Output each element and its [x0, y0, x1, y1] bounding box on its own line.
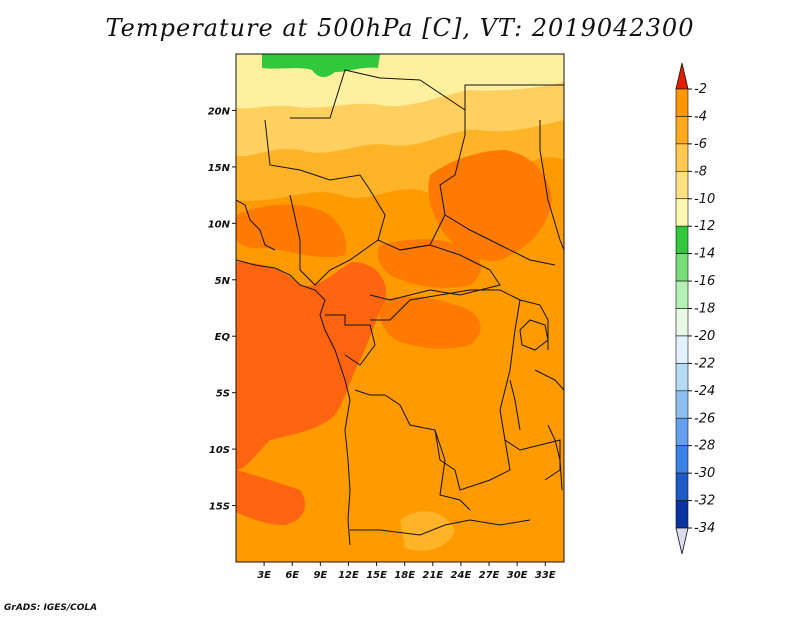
- border-tanzania: [534, 369, 564, 391]
- lat-tick-label: 10N: [208, 219, 231, 230]
- colorbar: -2 -4 -6 -8 -10 -12 -14 -16 -18 -20 -22 -24 -26 -28 -3…: [675, 62, 715, 555]
- lon-tick-label: 21E: [422, 570, 443, 581]
- colorbar-swatch: [675, 88, 689, 117]
- colorbar-swatch: [675, 472, 689, 501]
- colorbar-label: -14: [694, 247, 715, 262]
- colorbar-swatch: [675, 445, 689, 474]
- border-nigeria-cameroon: [289, 194, 379, 286]
- lat-tick-label: 10S: [209, 445, 230, 456]
- country-borders: [236, 69, 564, 546]
- colorbar-label: -6: [694, 137, 707, 152]
- field-interior-south: [400, 511, 455, 551]
- colorbar-label: -34: [694, 521, 715, 536]
- colorbar-swatch: [675, 171, 689, 200]
- colorbar-swatch: [675, 253, 689, 282]
- lat-tick-label: EQ: [215, 332, 231, 343]
- colorbar-swatch: [675, 308, 689, 337]
- colorbar-swatch: [675, 417, 689, 446]
- colorbar-label: -8: [694, 164, 707, 179]
- colorbar-label: -28: [694, 439, 715, 454]
- border-chad-nigeria: [369, 189, 386, 241]
- colorbar-swatch: [675, 116, 689, 145]
- lat-tick-label: 5S: [216, 389, 230, 400]
- lake-malawi: [547, 424, 563, 491]
- colorbar-label: -26: [694, 411, 715, 426]
- lake-victoria: [519, 319, 549, 351]
- lat-tick-label: 15N: [208, 163, 231, 174]
- border-gabon: [325, 314, 376, 366]
- border-niger-nigeria: [264, 119, 371, 191]
- coast-west-north: [236, 199, 276, 251]
- lat-tick-label: 20N: [208, 106, 231, 117]
- border-libya-egypt: [464, 84, 564, 110]
- colorbar-swatch: [675, 363, 689, 392]
- colorbar-swatch: [675, 280, 689, 309]
- border-uganda: [519, 299, 549, 350]
- field-ocean-warm: [236, 262, 386, 470]
- field-ocean-south: [236, 470, 305, 525]
- colorbar-top-arrow: [675, 62, 689, 90]
- temperature-field: [236, 54, 564, 562]
- lat-tick-label: 15S: [209, 502, 230, 513]
- lon-tick-label: 33E: [535, 570, 556, 581]
- border-drc-east: [354, 299, 521, 491]
- border-angola-zambia: [434, 429, 471, 511]
- colorbar-label: -10: [694, 192, 715, 207]
- lon-tick-label: 6E: [285, 570, 299, 581]
- colorbar-bottom-arrow: [675, 527, 689, 555]
- lon-tick-label: 24E: [451, 570, 472, 581]
- colorbar-swatch: [675, 198, 689, 227]
- lon-tick-label: 15E: [366, 570, 387, 581]
- colorbar-label: -12: [694, 219, 715, 234]
- colorbar-swatch: [675, 500, 689, 529]
- field-patch-north: [236, 204, 347, 258]
- lake-tanganyika: [509, 379, 521, 431]
- lat-tick-label: 5N: [215, 276, 231, 287]
- field-patch-chad: [377, 239, 481, 288]
- colorbar-label: -4: [694, 109, 707, 124]
- colorbar-label: -24: [694, 384, 715, 399]
- lon-tick-label: 9E: [313, 570, 327, 581]
- coast-westafrica: [236, 259, 351, 546]
- colorbar-label: -18: [694, 302, 715, 317]
- colorbar-swatch: [675, 225, 689, 254]
- map-frame: [235, 53, 565, 563]
- lon-tick-label: 30E: [507, 570, 528, 581]
- lon-tick-label: 3E: [257, 570, 271, 581]
- border-sudan-ethiopia: [539, 120, 564, 251]
- colorbar-swatch: [675, 335, 689, 364]
- colorbar-label: -2: [694, 82, 707, 97]
- border-angola-namibia: [350, 519, 531, 536]
- field-patch-sudan: [428, 150, 552, 261]
- colorbar-label: -22: [694, 356, 715, 371]
- colorbar-label: -30: [694, 466, 715, 481]
- longitude-axis: 3E 6E 9E 12E 15E 18E 21E 24E 27E 30E 33E: [257, 562, 556, 581]
- colorbar-label: -16: [694, 274, 715, 289]
- colorbar-label: -20: [694, 329, 715, 344]
- field-green-patch: [262, 54, 380, 78]
- border-zambia-east: [504, 439, 561, 481]
- border-south-sudan: [444, 214, 556, 266]
- field-patch-congo: [378, 296, 481, 349]
- footer-credit: GrADS: IGES/COLA: [4, 603, 98, 613]
- chart-title: Temperature at 500hPa [C], VT: 201904230…: [105, 14, 695, 42]
- lon-tick-label: 12E: [338, 570, 359, 581]
- lon-tick-label: 27E: [479, 570, 500, 581]
- border-drc-north: [370, 289, 521, 321]
- colorbar-label: -32: [694, 494, 715, 509]
- latitude-axis: 20N 15N 10N 5N EQ 5S 10S 15S: [208, 106, 236, 513]
- colorbar-swatch: [675, 143, 689, 172]
- lon-tick-label: 18E: [394, 570, 415, 581]
- border-car: [369, 239, 501, 301]
- colorbar-swatch: [675, 390, 689, 419]
